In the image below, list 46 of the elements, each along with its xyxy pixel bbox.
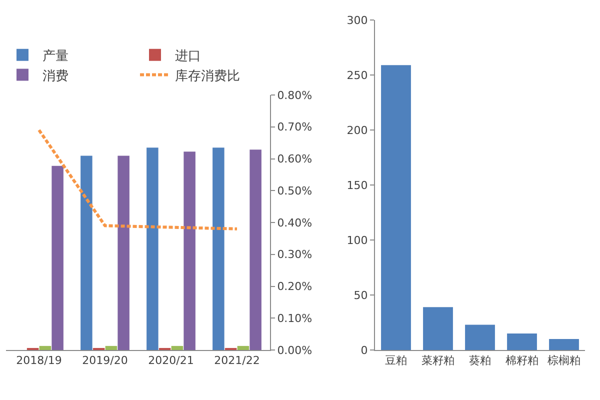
bar <box>118 156 130 350</box>
y-tick-label: 200 <box>346 124 368 137</box>
x-tick-label: 2019/20 <box>82 354 128 368</box>
bar <box>39 346 52 350</box>
bar <box>423 307 453 350</box>
legend-label: 产量 <box>42 48 68 64</box>
legend-label: 库存消费比 <box>175 68 240 84</box>
y2-tick-label: 0.00% <box>277 344 312 357</box>
y2-tick-label: 0.60% <box>277 152 312 166</box>
y2-tick-label: 0.40% <box>277 216 312 230</box>
y-tick-label: 50 <box>354 288 368 302</box>
bar <box>146 148 158 350</box>
y-tick-label: 100 <box>346 234 368 247</box>
x-tick-label: 2018/19 <box>16 354 62 368</box>
bar <box>381 65 411 350</box>
y2-tick-label: 0.80% <box>277 88 312 102</box>
y2-tick-label: 0.30% <box>277 248 312 262</box>
x-tick-label: 葵粕 <box>469 354 491 368</box>
x-tick-label: 棉籽粕 <box>506 354 538 368</box>
bar <box>549 339 579 350</box>
y2-tick-label: 0.10% <box>277 312 312 325</box>
y-tick-label: 250 <box>346 68 368 82</box>
x-tick-label: 棕榈粕 <box>548 354 580 368</box>
bar <box>507 334 537 350</box>
line-series <box>38 128 238 230</box>
bar <box>237 346 250 350</box>
y2-tick-label: 0.20% <box>277 280 312 294</box>
bar <box>171 346 184 350</box>
y-tick-label: 0 <box>360 344 368 357</box>
y2-tick-label: 0.70% <box>277 120 312 134</box>
bar <box>105 346 118 350</box>
y2-tick-label: 0.50% <box>277 184 312 198</box>
x-tick-label: 豆粕 <box>385 354 407 368</box>
y-tick-label: 300 <box>346 14 368 27</box>
y-tick-label: 150 <box>346 178 368 192</box>
bar <box>52 166 64 350</box>
bar <box>250 150 262 350</box>
x-tick-label: 菜籽粕 <box>422 354 454 368</box>
legend-label: 进口 <box>175 48 201 64</box>
bar <box>80 156 92 350</box>
x-tick-label: 2021/22 <box>214 354 260 368</box>
legend-label: 消费 <box>42 68 68 84</box>
x-tick-label: 2020/21 <box>148 354 194 368</box>
bar <box>212 148 224 350</box>
bar <box>465 324 495 350</box>
bar <box>184 152 196 350</box>
